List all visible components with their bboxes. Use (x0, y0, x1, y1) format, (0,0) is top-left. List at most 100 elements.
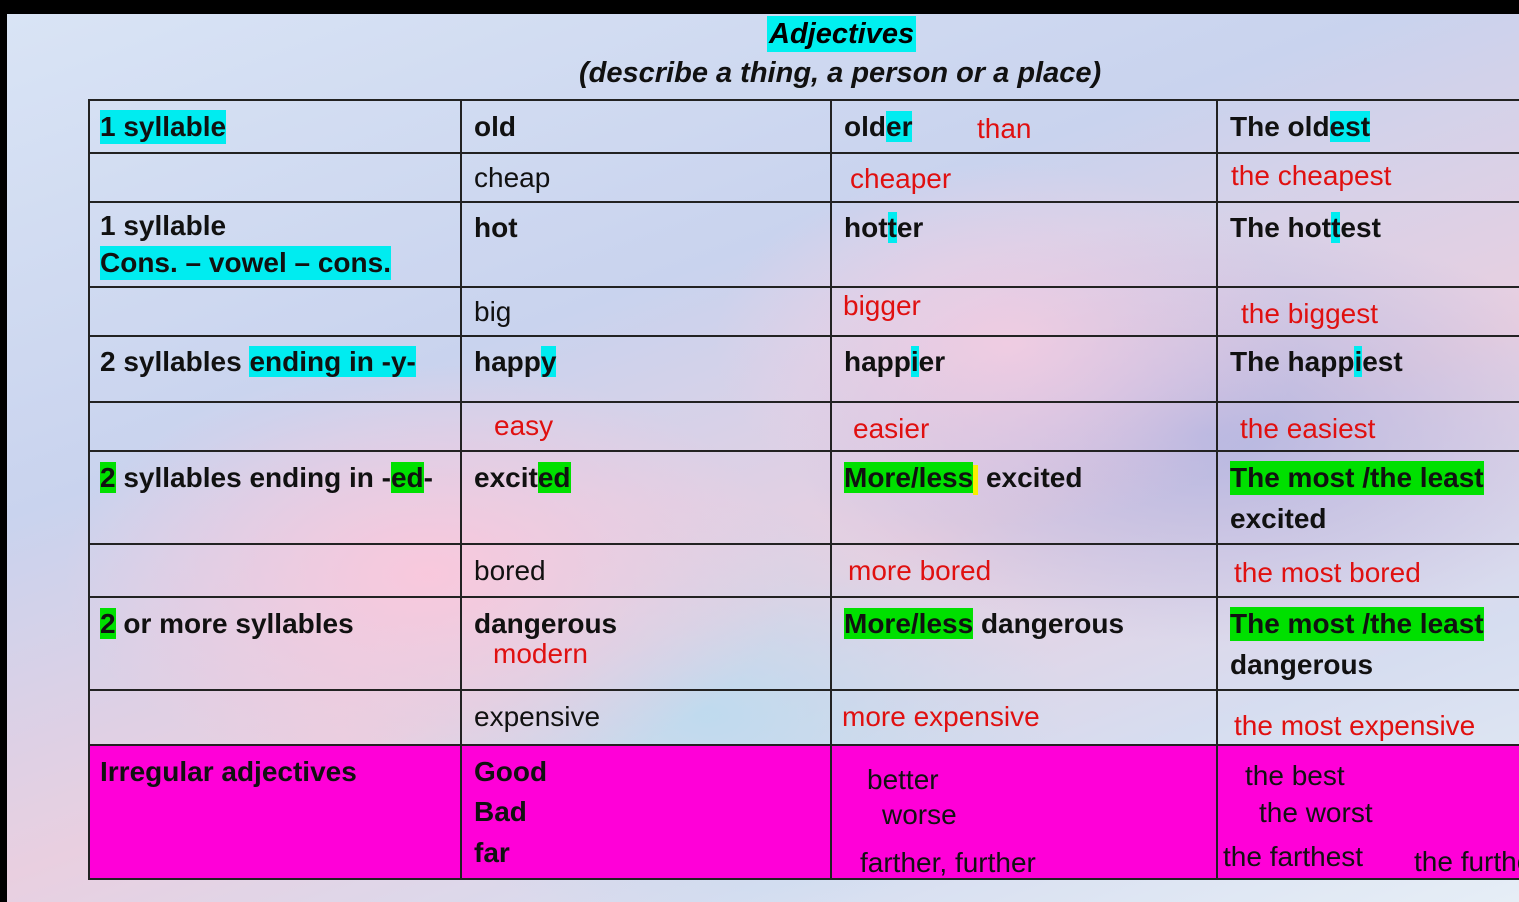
superlative: the easiest (1240, 413, 1376, 444)
category-cell (88, 401, 462, 452)
table-row: 2 syllables ending in -y- happy happier … (88, 335, 1519, 403)
adjective: big (474, 296, 512, 327)
superlative-cell: the most expensive (1216, 689, 1519, 746)
superlative-cell: the biggest (1216, 286, 1519, 337)
table-row: 1 syllable Cons. – vowel – cons. hot hot… (88, 201, 1519, 288)
table-row: cheap cheaper the cheapest (88, 152, 1519, 203)
adjective-example: modern (493, 638, 588, 669)
comparative-cell: bigger (830, 286, 1218, 337)
adjective-cell: old (460, 99, 832, 154)
comparative: easier (853, 413, 930, 444)
table-row: easy easier the easiest (88, 401, 1519, 452)
superlative: the most expensive (1234, 710, 1476, 741)
superlative-cell: The most /the least dangerous (1216, 596, 1519, 691)
adjective: easy (494, 410, 554, 441)
comparative: bigger (843, 290, 921, 321)
adjective-cell: big (460, 286, 832, 337)
superlative: the most bored (1234, 557, 1421, 588)
superlative: The oldest (1230, 111, 1371, 142)
adjective-cell: expensive (460, 689, 832, 746)
superlative-word: excited (1230, 503, 1327, 534)
comparative: worse (882, 799, 957, 830)
comparative: more bored (848, 555, 992, 586)
comparative-cell: older than (830, 99, 1218, 154)
category-rule: Cons. – vowel – cons. (100, 246, 391, 280)
superlative: the cheapest (1231, 160, 1392, 191)
adjective-cell: easy (460, 401, 832, 452)
superlative: The most /the least (1230, 461, 1484, 495)
superlative-word: dangerous (1230, 649, 1374, 680)
comparative-cell: cheaper (830, 152, 1218, 203)
superlative: The most /the least (1230, 607, 1484, 641)
adjective: cheap (474, 162, 551, 193)
superlative: the farthest (1223, 841, 1364, 872)
superlative-cell: The happiest (1216, 335, 1519, 403)
comparative: better (867, 764, 939, 795)
superlative: the worst (1259, 797, 1373, 828)
comparative-cell: easier (830, 401, 1218, 452)
superlative-cell: The most /the least excited (1216, 450, 1519, 545)
superlative: The hottest (1230, 212, 1381, 243)
comparative: older (844, 111, 913, 142)
superlative-cell: The oldest (1216, 99, 1519, 154)
table-row-irregular: Irregular adjectives Good Bad far better… (88, 744, 1519, 880)
category-cell: 2 or more syllables (88, 596, 462, 691)
comparative: More/less excited (844, 462, 1083, 495)
comparative: cheaper (850, 163, 952, 194)
slide: Adjectives (describe a thing, a person o… (7, 14, 1519, 902)
comparative-cell: better worse farther, further (830, 744, 1218, 880)
category-cell (88, 689, 462, 746)
superlative: The happiest (1230, 346, 1403, 377)
adjective-cell: hot (460, 201, 832, 288)
adjective: hot (474, 212, 518, 243)
adjective-cell: bored (460, 543, 832, 598)
superlative-cell: the easiest (1216, 401, 1519, 452)
adjective: Bad (474, 796, 527, 827)
comparative: hotter (844, 212, 924, 243)
comparative-cell: more expensive (830, 689, 1218, 746)
table-row: bored more bored the most bored (88, 543, 1519, 598)
comparative-cell: happier (830, 335, 1218, 403)
category-cell: 1 syllable Cons. – vowel – cons. (88, 201, 462, 288)
adjective-cell: Good Bad far (460, 744, 832, 880)
category-cell (88, 152, 462, 203)
comparative-cell: More/less dangerous (830, 596, 1218, 691)
category-cell: 1 syllable (88, 99, 462, 154)
superlative: the biggest (1241, 298, 1378, 329)
table-row: expensive more expensive the most expens… (88, 689, 1519, 746)
superlative-cell: the best the worst the farthest the furt… (1216, 744, 1519, 880)
category-label: Irregular adjectives (100, 756, 357, 787)
category-label: 2 syllables ending in -y- (100, 346, 416, 377)
adjectives-table: 1 syllable old older than The oldest che… (88, 99, 1519, 880)
slide-subtitle: (describe a thing, a person or a place) (579, 57, 1102, 89)
adjective: bored (474, 555, 546, 586)
table-row: 2 syllables ending in -ed- excited More/… (88, 450, 1519, 545)
superlative: the best (1245, 760, 1345, 791)
superlative-cell: the most bored (1216, 543, 1519, 598)
adjective: excited (474, 462, 571, 493)
category-cell (88, 286, 462, 337)
adjective-cell: cheap (460, 152, 832, 203)
category-label: 1 syllable (100, 210, 227, 241)
category-cell (88, 543, 462, 598)
category-cell: 2 syllables ending in -ed- (88, 450, 462, 545)
category-label: 2 syllables ending in -ed- (100, 462, 433, 493)
adjective: far (474, 837, 510, 868)
superlative-cell: the cheapest (1216, 152, 1519, 203)
category-cell: Irregular adjectives (88, 744, 462, 880)
comparative-cell: hotter (830, 201, 1218, 288)
slide-title: Adjectives (767, 16, 917, 52)
adjective: old (474, 111, 516, 142)
superlative: the furthest (1414, 846, 1519, 877)
comparative-cell: more bored (830, 543, 1218, 598)
adjective-cell: happy (460, 335, 832, 403)
adjective: Good (474, 756, 548, 787)
comparative: more expensive (842, 701, 1040, 732)
table-row: big bigger the biggest (88, 286, 1519, 337)
than-label: than (977, 113, 1032, 144)
comparative: farther, further (860, 847, 1036, 878)
comparative: More/less dangerous (844, 608, 1125, 639)
category-label: 1 syllable (100, 110, 227, 144)
comparative-cell: More/less excited (830, 450, 1218, 545)
adjective-cell: excited (460, 450, 832, 545)
